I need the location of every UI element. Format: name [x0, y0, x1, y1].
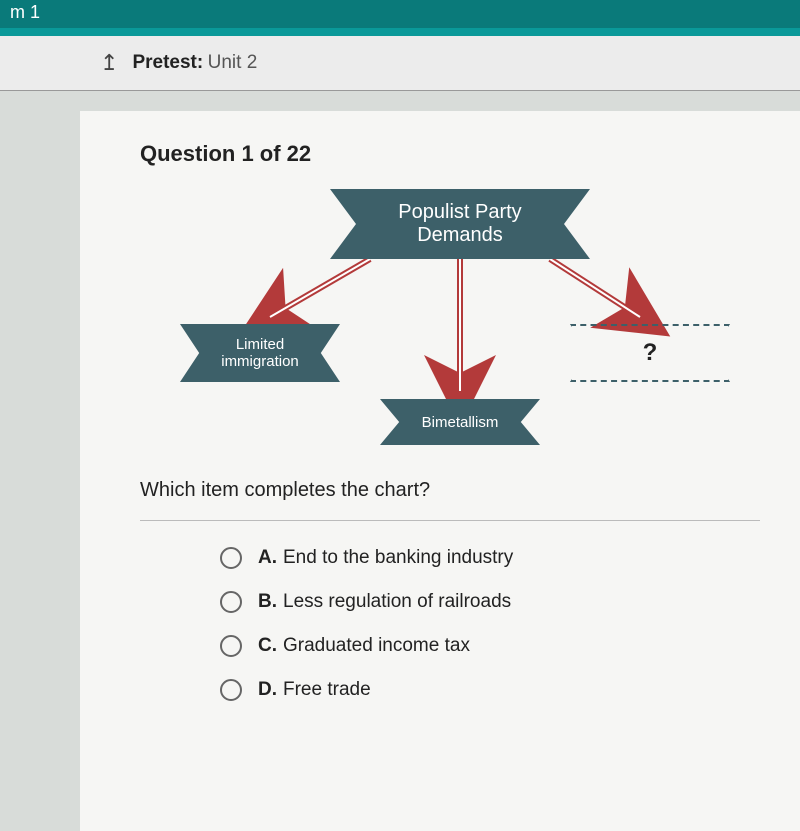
pretest-label: Pretest: [132, 52, 203, 73]
chart-middle-text: Bimetallism [422, 414, 499, 431]
divider [140, 520, 760, 521]
radio-icon[interactable] [220, 679, 242, 701]
option-text: Free trade [283, 679, 371, 700]
option-letter: A. [258, 547, 277, 568]
chart-main-line1: Populist Party [398, 201, 521, 224]
chart-main-node: Populist Party Demands [330, 189, 590, 259]
chart-left-line1: Limited [236, 336, 284, 353]
concept-chart: Populist Party Demands Limited immigrati… [180, 189, 740, 469]
chart-main-line2: Demands [417, 224, 503, 247]
radio-icon[interactable] [220, 591, 242, 613]
back-arrow-icon[interactable]: ↥ [100, 50, 118, 76]
pretest-unit: Unit 2 [208, 52, 258, 73]
teal-strip [0, 28, 800, 36]
option-c[interactable]: C. Graduated income tax [220, 635, 760, 657]
option-text: Graduated income tax [283, 635, 470, 656]
answer-options: A. End to the banking industry B. Less reg… [220, 547, 760, 701]
option-d[interactable]: D. Free trade [220, 679, 760, 701]
option-letter: B. [258, 591, 277, 612]
chart-unknown-node: ? [570, 324, 730, 382]
chart-left-line2: immigration [221, 353, 299, 370]
option-a[interactable]: A. End to the banking industry [220, 547, 760, 569]
chart-left-node: Limited immigration [180, 324, 340, 382]
course-label: m 1 [10, 2, 40, 22]
option-text: Less regulation of railroads [283, 591, 511, 612]
chart-unknown-text: ? [643, 339, 658, 367]
option-letter: D. [258, 679, 277, 700]
question-panel: Question 1 of 22 Populist Party Demands … [80, 111, 800, 831]
option-b[interactable]: B. Less regulation of railroads [220, 591, 760, 613]
radio-icon[interactable] [220, 635, 242, 657]
question-prompt: Which item completes the chart? [140, 479, 760, 502]
chart-middle-node: Bimetallism [380, 399, 540, 445]
option-text: End to the banking industry [283, 547, 513, 568]
question-counter: Question 1 of 22 [140, 141, 760, 167]
course-top-bar: m 1 [0, 0, 800, 28]
pretest-header: ↥ Pretest: Unit 2 [0, 36, 800, 91]
radio-icon[interactable] [220, 547, 242, 569]
option-letter: C. [258, 635, 277, 656]
